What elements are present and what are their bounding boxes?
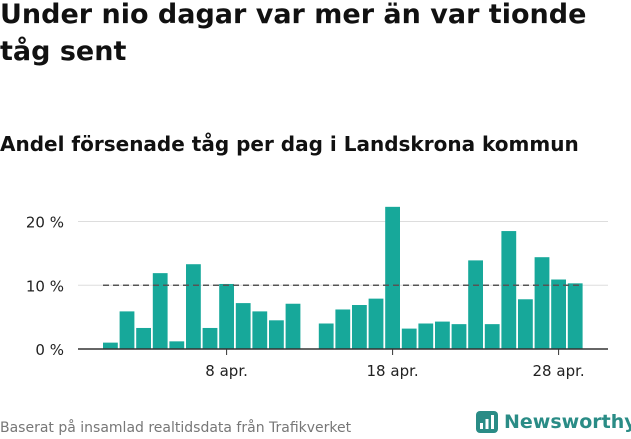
newsworthy-logo-icon: [476, 411, 498, 433]
bar: [169, 341, 185, 349]
x-tick-label: 18 apr.: [367, 362, 419, 380]
bar: [219, 283, 234, 349]
bar: [418, 323, 434, 349]
bar: [352, 305, 367, 349]
bar: [318, 323, 334, 349]
bar: [534, 257, 550, 349]
y-tick-label: 10 %: [26, 277, 64, 295]
bar: [368, 298, 384, 349]
chart-subtitle: Andel försenade tåg per dag i Landskrona…: [0, 132, 579, 156]
bar: [235, 303, 251, 349]
newsworthy-logo: Newsworthy: [476, 408, 631, 436]
bar: [202, 327, 218, 349]
axes: 0 % 10 % 20 % 8 apr. 18 apr. 28 apr.: [26, 214, 608, 380]
bar: [451, 324, 467, 349]
bar: [269, 320, 284, 349]
chart-title: Under nio dagar var mer än var tionde tå…: [0, 0, 587, 67]
bar: [501, 231, 517, 349]
bar: [484, 324, 500, 349]
bar: [252, 311, 268, 349]
bar: [567, 283, 583, 349]
bar: [551, 279, 566, 349]
bar: [186, 264, 201, 349]
bar: [103, 342, 118, 349]
source-note: Baserat på insamlad realtidsdata från Tr…: [0, 420, 352, 436]
bar: [385, 206, 400, 349]
bar: [401, 328, 417, 349]
bar: [335, 309, 351, 349]
x-tick-label: 28 apr.: [533, 362, 585, 380]
newsworthy-logo-text: Newsworthy: [504, 411, 631, 433]
bar: [435, 321, 450, 349]
bar: [518, 299, 533, 349]
bar: [136, 327, 151, 349]
bars: [103, 206, 583, 349]
y-tick-label: 20 %: [26, 214, 64, 232]
bar: [152, 273, 168, 349]
bar: [119, 311, 135, 349]
y-tick-label: 0 %: [35, 341, 64, 359]
bar: [468, 260, 483, 349]
x-tick-label: 8 apr.: [205, 362, 248, 380]
bar: [285, 303, 301, 349]
bar-chart: 0 % 10 % 20 % 8 apr. 18 apr. 28 apr.: [26, 206, 608, 380]
